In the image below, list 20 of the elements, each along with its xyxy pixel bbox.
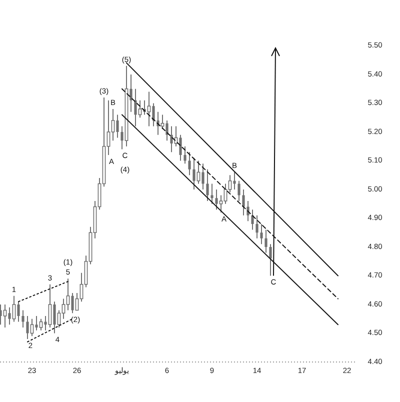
candlestick	[39, 318, 43, 331]
candlestick	[256, 214, 258, 239]
candlestick	[206, 168, 209, 202]
candlestick	[66, 278, 70, 311]
candlestick	[184, 146, 186, 164]
candlestick	[22, 310, 24, 328]
candlestick	[30, 318, 34, 337]
candlestick	[246, 200, 250, 222]
candlestick	[242, 188, 245, 216]
candlestick	[238, 180, 240, 202]
candlestick	[269, 244, 272, 276]
candlestick	[138, 100, 142, 118]
candlestick	[260, 223, 263, 245]
candlestick	[251, 209, 254, 230]
candlestick	[147, 91, 151, 127]
candlestick	[210, 183, 214, 204]
candlestick	[3, 304, 7, 328]
candlestick	[12, 295, 16, 322]
candlestick	[188, 152, 191, 176]
candlestick	[264, 229, 268, 254]
